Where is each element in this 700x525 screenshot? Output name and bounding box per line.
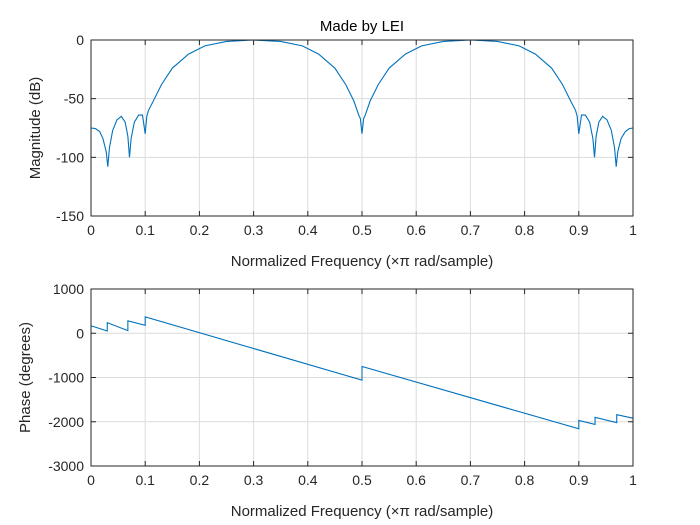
x-tick-label: 0.1 — [135, 222, 155, 238]
chart-title: Made by LEI — [320, 18, 404, 35]
x-tick-label: 0.4 — [298, 472, 318, 488]
x-tick-label: 1 — [629, 222, 637, 238]
x-tick-label: 0 — [87, 472, 95, 488]
magnitude-series-line — [90, 39, 634, 167]
x-tick-label: 0.9 — [569, 222, 589, 238]
x-tick-label: 0.4 — [298, 222, 318, 238]
y-tick-label: -150 — [56, 208, 84, 224]
x-tick-label: 0.9 — [569, 472, 589, 488]
y-axis-label: Phase (degrees) — [17, 322, 34, 433]
x-tick-label: 0.7 — [461, 222, 481, 238]
y-tick-label: -3000 — [48, 458, 84, 474]
x-tick-label: 0 — [87, 222, 95, 238]
y-tick-label: -50 — [64, 91, 84, 107]
y-axis-label: Magnitude (dB) — [27, 77, 44, 180]
x-axis-label: Normalized Frequency (×π rad/sample) — [231, 253, 494, 270]
x-axis-label: Normalized Frequency (×π rad/sample) — [231, 503, 494, 520]
x-tick-label: 0.5 — [352, 472, 372, 488]
x-tick-label: 0.3 — [244, 472, 264, 488]
x-tick-label: 0.8 — [515, 222, 535, 238]
x-tick-label: 0.3 — [244, 222, 264, 238]
x-tick-label: 0.5 — [352, 222, 372, 238]
y-tick-label: 1000 — [53, 281, 84, 297]
x-tick-label: 0.7 — [461, 472, 481, 488]
x-tick-label: 0.6 — [406, 222, 426, 238]
y-tick-label: -2000 — [48, 414, 84, 430]
phase-plot: 0 0.1 0.2 0.3 0.4 0.5 0.6 0.7 0.8 0.9 1 1000 0 -1000 -… — [17, 281, 637, 520]
x-tick-label: 0.6 — [406, 472, 426, 488]
magnitude-plot: 0 0.1 0.2 0.3 0.4 0.5 0.6 0.7 0.8 0.9 1 0 -50 -100 -15… — [27, 18, 637, 270]
x-tick-label: 0.1 — [135, 472, 155, 488]
y-tick-label: 0 — [76, 325, 84, 341]
x-tick-label: 0.2 — [190, 222, 210, 238]
y-tick-label: 0 — [76, 32, 84, 48]
y-tick-label: -1000 — [48, 370, 84, 386]
y-tick-label: -100 — [56, 149, 84, 165]
x-tick-label: 1 — [629, 472, 637, 488]
phase-series-line — [90, 316, 634, 430]
x-tick-label: 0.2 — [190, 472, 210, 488]
x-tick-label: 0.8 — [515, 472, 535, 488]
